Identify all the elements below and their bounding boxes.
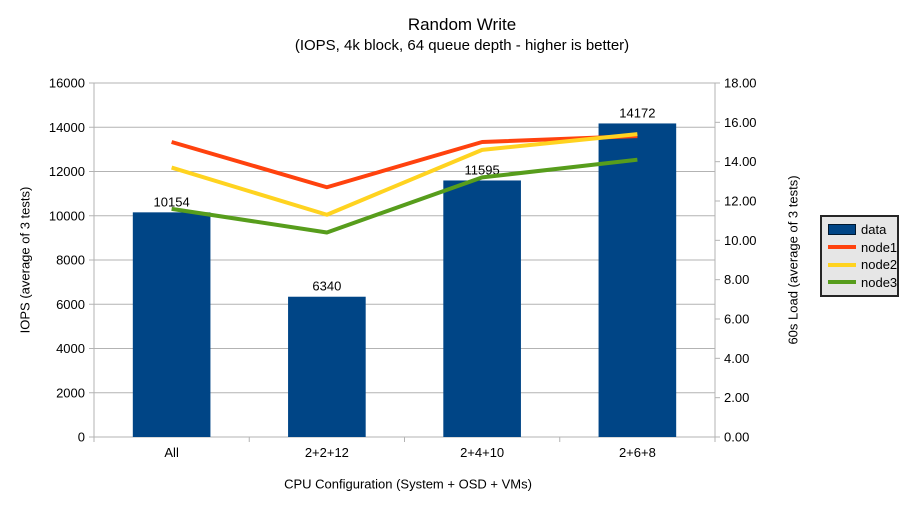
bar-value-label: 6340 <box>312 279 341 294</box>
legend-item-node1: node1 <box>828 240 897 255</box>
y-right-tick-label: 0.00 <box>724 430 749 445</box>
legend-item-data: data <box>828 222 891 237</box>
y-right-tick-label: 16.00 <box>724 115 757 130</box>
y-right-tick-label: 10.00 <box>724 233 757 248</box>
data-series-swatch <box>828 224 856 236</box>
y-left-tick-label: 12000 <box>49 164 85 179</box>
legend-label: node2 <box>861 257 898 273</box>
y-left-tick-label: 0 <box>78 430 85 445</box>
node2-series-swatch <box>828 262 856 267</box>
x-tick-label: 2+6+8 <box>619 445 656 460</box>
y-right-tick-label: 8.00 <box>724 272 749 287</box>
x-tick-label: All <box>164 445 179 460</box>
chart-title: Random Write <box>407 15 517 34</box>
bar <box>132 212 211 437</box>
legend: data node1 node2 node3 <box>820 215 899 297</box>
y-right-tick-label: 12.00 <box>724 194 757 209</box>
node3-series-swatch <box>828 280 856 285</box>
y-right-tick-label: 2.00 <box>724 390 749 405</box>
y-left-tick-label: 2000 <box>56 385 85 400</box>
y-right-tick-label: 18.00 <box>724 76 757 91</box>
y-left-tick-label: 4000 <box>56 341 85 356</box>
y-axis-title-left: IOPS (average of 3 tests) <box>17 186 33 334</box>
y-left-tick-label: 16000 <box>49 76 85 91</box>
node1-series-swatch <box>828 245 856 250</box>
y-right-tick-label: 4.00 <box>724 351 749 366</box>
bar <box>443 180 521 437</box>
bar <box>598 123 677 437</box>
y-left-tick-label: 10000 <box>49 208 85 223</box>
bar-value-label: 11595 <box>465 162 500 177</box>
x-tick-label: 2+2+12 <box>305 445 349 460</box>
legend-item-node3: node3 <box>828 275 897 290</box>
y-axis-title-right: 60s Load (average of 3 tests) <box>785 175 801 345</box>
bar-value-label: 10154 <box>154 194 190 209</box>
legend-label: node1 <box>861 239 898 255</box>
legend-item-node2: node2 <box>828 257 897 272</box>
line-series-node2 <box>171 132 638 217</box>
bar <box>288 296 366 437</box>
bar-value-label: 14172 <box>619 105 655 120</box>
y-right-tick-label: 14.00 <box>724 154 757 169</box>
y-right-tick-label: 6.00 <box>724 312 749 327</box>
line-series-node1 <box>171 134 638 190</box>
x-axis-title: CPU Configuration (System + OSD + VMs) <box>284 476 532 492</box>
y-left-tick-label: 6000 <box>56 297 85 312</box>
y-left-tick-label: 8000 <box>56 253 85 268</box>
line-series-node3 <box>171 157 638 235</box>
x-tick-label: 2+4+10 <box>460 445 504 460</box>
legend-label: data <box>861 222 887 238</box>
legend-label: node3 <box>861 274 898 290</box>
chart-subtitle: (IOPS, 4k block, 64 queue depth - higher… <box>294 37 630 54</box>
y-left-tick-label: 14000 <box>49 120 85 135</box>
